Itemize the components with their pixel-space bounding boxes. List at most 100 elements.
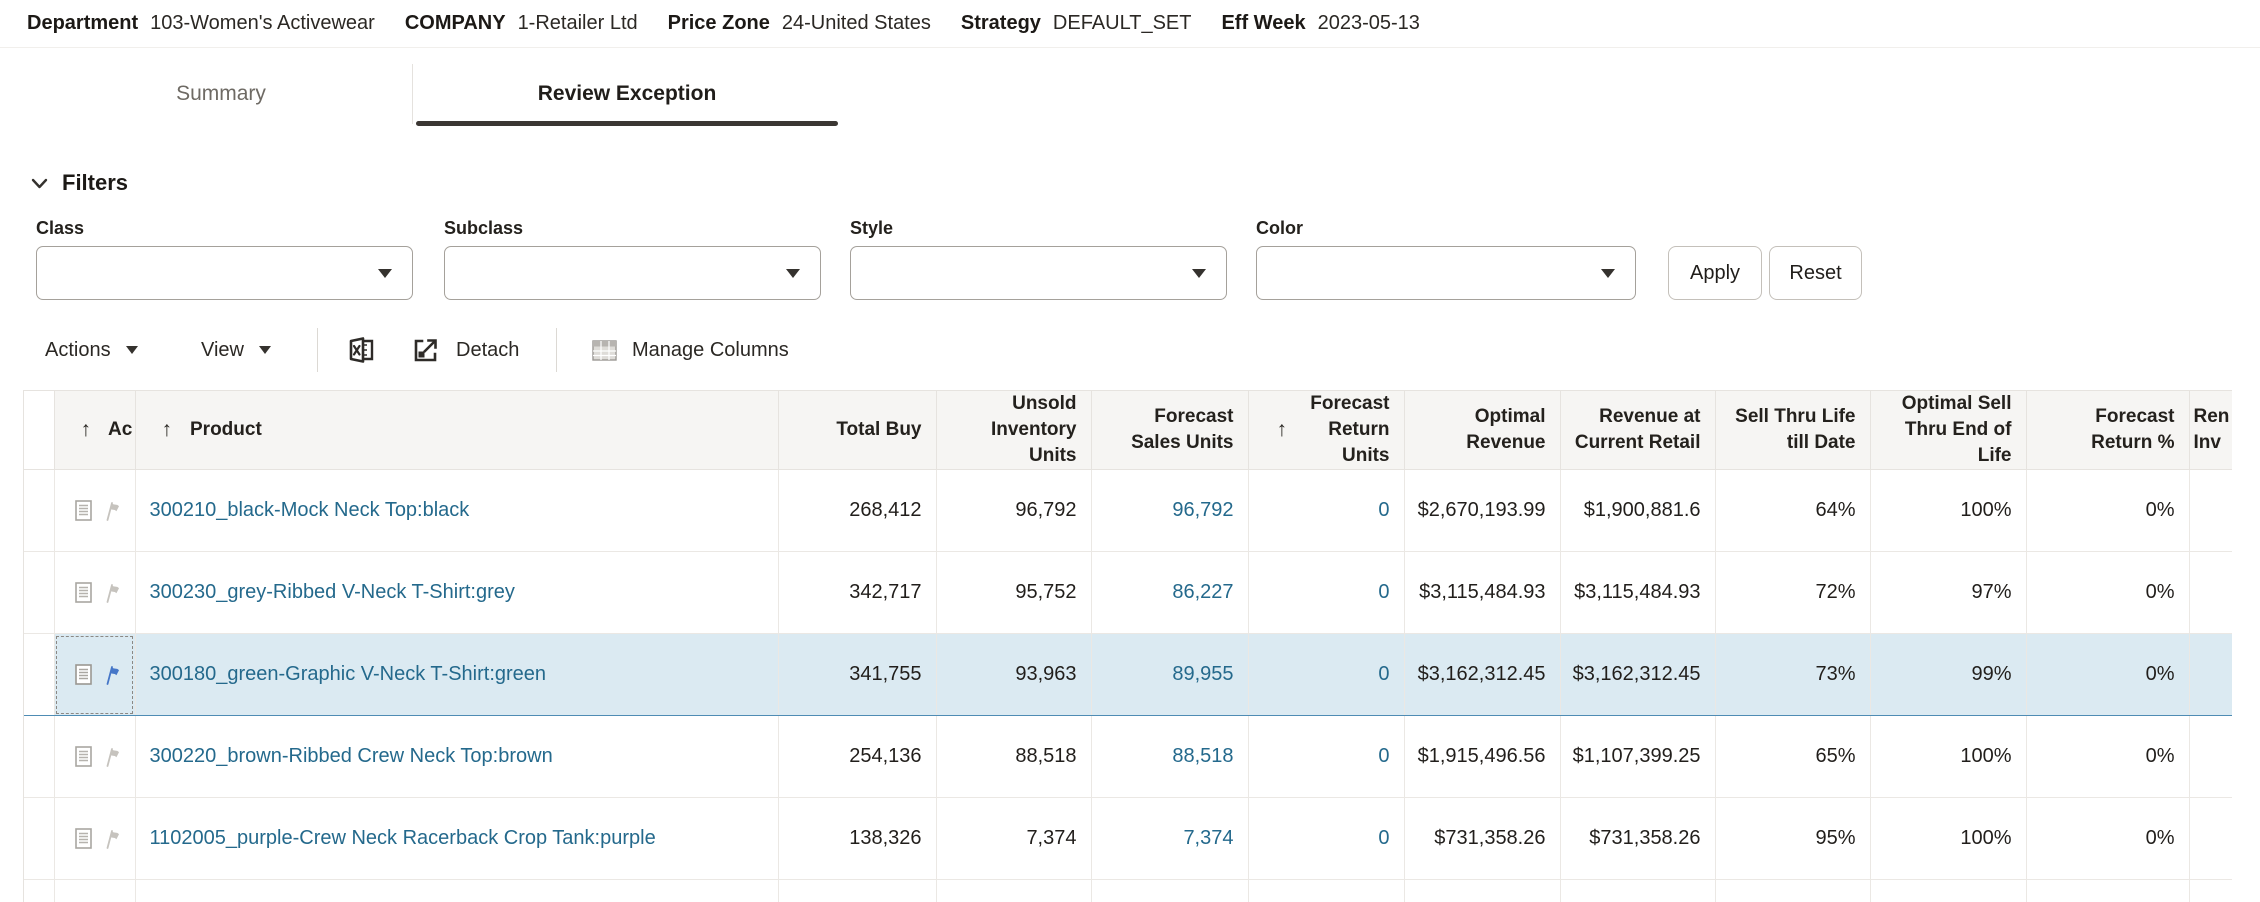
actions-menu-label: Actions: [45, 338, 111, 361]
forecast-return-units-link[interactable]: 0: [1378, 499, 1390, 521]
forecast-return-units-link[interactable]: 0: [1378, 827, 1390, 849]
column-header-clipped[interactable]: Ren Inv: [2189, 391, 2232, 470]
column-header-forecast-return-pct[interactable]: Forecast Return %: [2026, 391, 2190, 470]
note-icon[interactable]: [74, 746, 92, 767]
tab-review-exception[interactable]: Review Exception: [416, 62, 838, 126]
forecast-sales-units-link[interactable]: 7,374: [1183, 827, 1234, 849]
department-value: 103-Women's Activewear: [150, 12, 375, 34]
caret-down-icon: [378, 269, 392, 278]
forecast-return-units-cell: 0: [1248, 469, 1405, 552]
product-link[interactable]: 1102005_purple-Crew Neck Racerback Crop …: [149, 827, 656, 849]
product-cell: 1102005_purple-Crew Neck Racerback Crop …: [135, 797, 779, 880]
tab-summary[interactable]: Summary: [176, 82, 266, 105]
sell-thru-life-till-date-cell: [1715, 879, 1871, 902]
eff-week-label: Eff Week: [1221, 12, 1306, 34]
flag-icon[interactable]: [102, 500, 125, 522]
filter-group-color: Color: [1256, 218, 1636, 300]
chevron-down-icon: [31, 178, 48, 188]
table-row-selected[interactable]: 300180_green-Graphic V-Neck T-Shirt:gree…: [24, 633, 2232, 716]
price-zone-label: Price Zone: [667, 12, 770, 34]
actions-menu[interactable]: Actions: [45, 326, 138, 374]
flag-icon[interactable]: [102, 828, 125, 850]
table-row[interactable]: 300210_black-Mock Neck Top:black 268,412…: [24, 469, 2232, 552]
note-icon[interactable]: [74, 500, 92, 521]
revenue-at-current-retail-cell: [1560, 879, 1716, 902]
table-row[interactable]: 300230_grey-Ribbed V-Neck T-Shirt:grey 3…: [24, 551, 2232, 634]
clipped-cell: [2189, 797, 2232, 880]
forecast-sales-units-link[interactable]: 89,955: [1172, 663, 1234, 685]
column-header-forecast-return-pct-label: Forecast Return %: [2091, 406, 2175, 453]
class-select[interactable]: [36, 246, 413, 300]
detach-button[interactable]: Detach: [410, 326, 519, 374]
table-row[interactable]: 300220_brown-Ribbed Crew Neck Top:brown …: [24, 715, 2232, 798]
subclass-select[interactable]: [444, 246, 821, 300]
column-header-total-buy[interactable]: Total Buy: [778, 391, 937, 470]
note-icon[interactable]: [74, 828, 92, 849]
sort-ascending-icon: ↑: [1276, 418, 1288, 441]
forecast-return-units-link[interactable]: 0: [1378, 745, 1390, 767]
view-menu-label: View: [201, 338, 244, 361]
table-row[interactable]: 1102005_purple-Crew Neck Racerback Crop …: [24, 797, 2232, 880]
note-icon[interactable]: [74, 582, 92, 603]
column-header-optimal-revenue[interactable]: Optimal Revenue: [1404, 391, 1561, 470]
optimal-sell-thru-end-of-life-cell: 100%: [1870, 469, 2027, 552]
column-header-optimal-revenue-label: Optimal Revenue: [1466, 406, 1546, 453]
gutter-cell: [24, 715, 55, 798]
optimal-sell-thru-end-of-life-cell: 97%: [1870, 551, 2027, 634]
forecast-sales-units-link[interactable]: 96,792: [1172, 499, 1234, 521]
column-header-optimal-sell-thru-end-of-life[interactable]: Optimal Sell Thru End of Life: [1870, 391, 2027, 470]
product-cell: 300180_green-Graphic V-Neck T-Shirt:gree…: [135, 633, 779, 716]
forecast-sales-units-link[interactable]: 88,518: [1172, 745, 1234, 767]
caret-down-icon: [1601, 269, 1615, 278]
row-action-cell: [54, 469, 136, 552]
forecast-return-units-link[interactable]: 0: [1378, 663, 1390, 685]
export-to-excel-button[interactable]: [346, 326, 378, 374]
apply-button[interactable]: Apply: [1668, 246, 1762, 300]
company-label: COMPANY: [404, 12, 506, 34]
department-label: Department: [27, 12, 139, 34]
column-header-sell-thru-life-till-date[interactable]: Sell Thru Life till Date: [1715, 391, 1871, 470]
column-header-product-label: Product: [190, 419, 262, 440]
reset-button[interactable]: Reset: [1769, 246, 1862, 300]
manage-columns-button[interactable]: Manage Columns: [592, 326, 789, 374]
forecast-sales-units-cell: 7,374: [1091, 797, 1249, 880]
color-select[interactable]: [1256, 246, 1636, 300]
style-select[interactable]: [850, 246, 1227, 300]
view-menu[interactable]: View: [201, 326, 271, 374]
product-link[interactable]: 300230_grey-Ribbed V-Neck T-Shirt:grey: [149, 581, 515, 603]
row-action-cell: [54, 633, 136, 716]
product-link[interactable]: 300210_black-Mock Neck Top:black: [149, 499, 470, 521]
column-header-forecast-sales-units[interactable]: Forecast Sales Units: [1091, 391, 1249, 470]
column-header-product[interactable]: ↑ Product: [135, 391, 779, 470]
column-header-optimal-sell-thru-end-of-life-label: Optimal Sell Thru End of Life: [1901, 393, 2012, 466]
product-cell: 300220_brown-Ribbed Crew Neck Top:brown: [135, 715, 779, 798]
column-header-forecast-return-units-label: Forecast Return Units: [1310, 393, 1390, 466]
forecast-sales-units-cell: 89,955: [1091, 633, 1249, 716]
flag-icon[interactable]: [102, 746, 125, 768]
unsold-inventory-units-cell: 93,963: [936, 633, 1092, 716]
flag-icon[interactable]: [102, 582, 125, 604]
active-tab-underline: [416, 121, 838, 126]
product-link[interactable]: 300180_green-Graphic V-Neck T-Shirt:gree…: [149, 663, 547, 685]
detach-icon: [414, 338, 437, 361]
column-header-revenue-at-current-retail[interactable]: Revenue at Current Retail: [1560, 391, 1716, 470]
forecast-sales-units-link[interactable]: 86,227: [1172, 581, 1234, 603]
filters-header[interactable]: Filters: [30, 170, 128, 196]
forecast-return-units-cell: 0: [1248, 715, 1405, 798]
column-header-clipped-label: Ren Inv: [2193, 406, 2230, 453]
unsold-inventory-units-cell: 96,792: [936, 469, 1092, 552]
column-header-action[interactable]: ↑ Ac: [54, 391, 136, 470]
column-header-forecast-return-units[interactable]: ↑ Forecast Return Units: [1248, 391, 1405, 470]
clipped-cell: [2189, 469, 2232, 552]
gutter-cell: [24, 797, 55, 880]
column-header-sell-thru-life-till-date-label: Sell Thru Life till Date: [1735, 406, 1856, 453]
forecast-return-pct-cell: 0%: [2026, 633, 2190, 716]
revenue-at-current-retail-cell: $1,107,399.25: [1560, 715, 1716, 798]
total-buy-cell: 268,412: [778, 469, 937, 552]
note-icon[interactable]: [74, 664, 92, 685]
column-header-unsold-inventory-units[interactable]: Unsold Inventory Units: [936, 391, 1092, 470]
flag-icon-flagged[interactable]: [102, 664, 125, 686]
toolbar-separator: [556, 328, 557, 372]
product-link[interactable]: 300220_brown-Ribbed Crew Neck Top:brown: [149, 745, 553, 767]
forecast-return-units-link[interactable]: 0: [1378, 581, 1390, 603]
